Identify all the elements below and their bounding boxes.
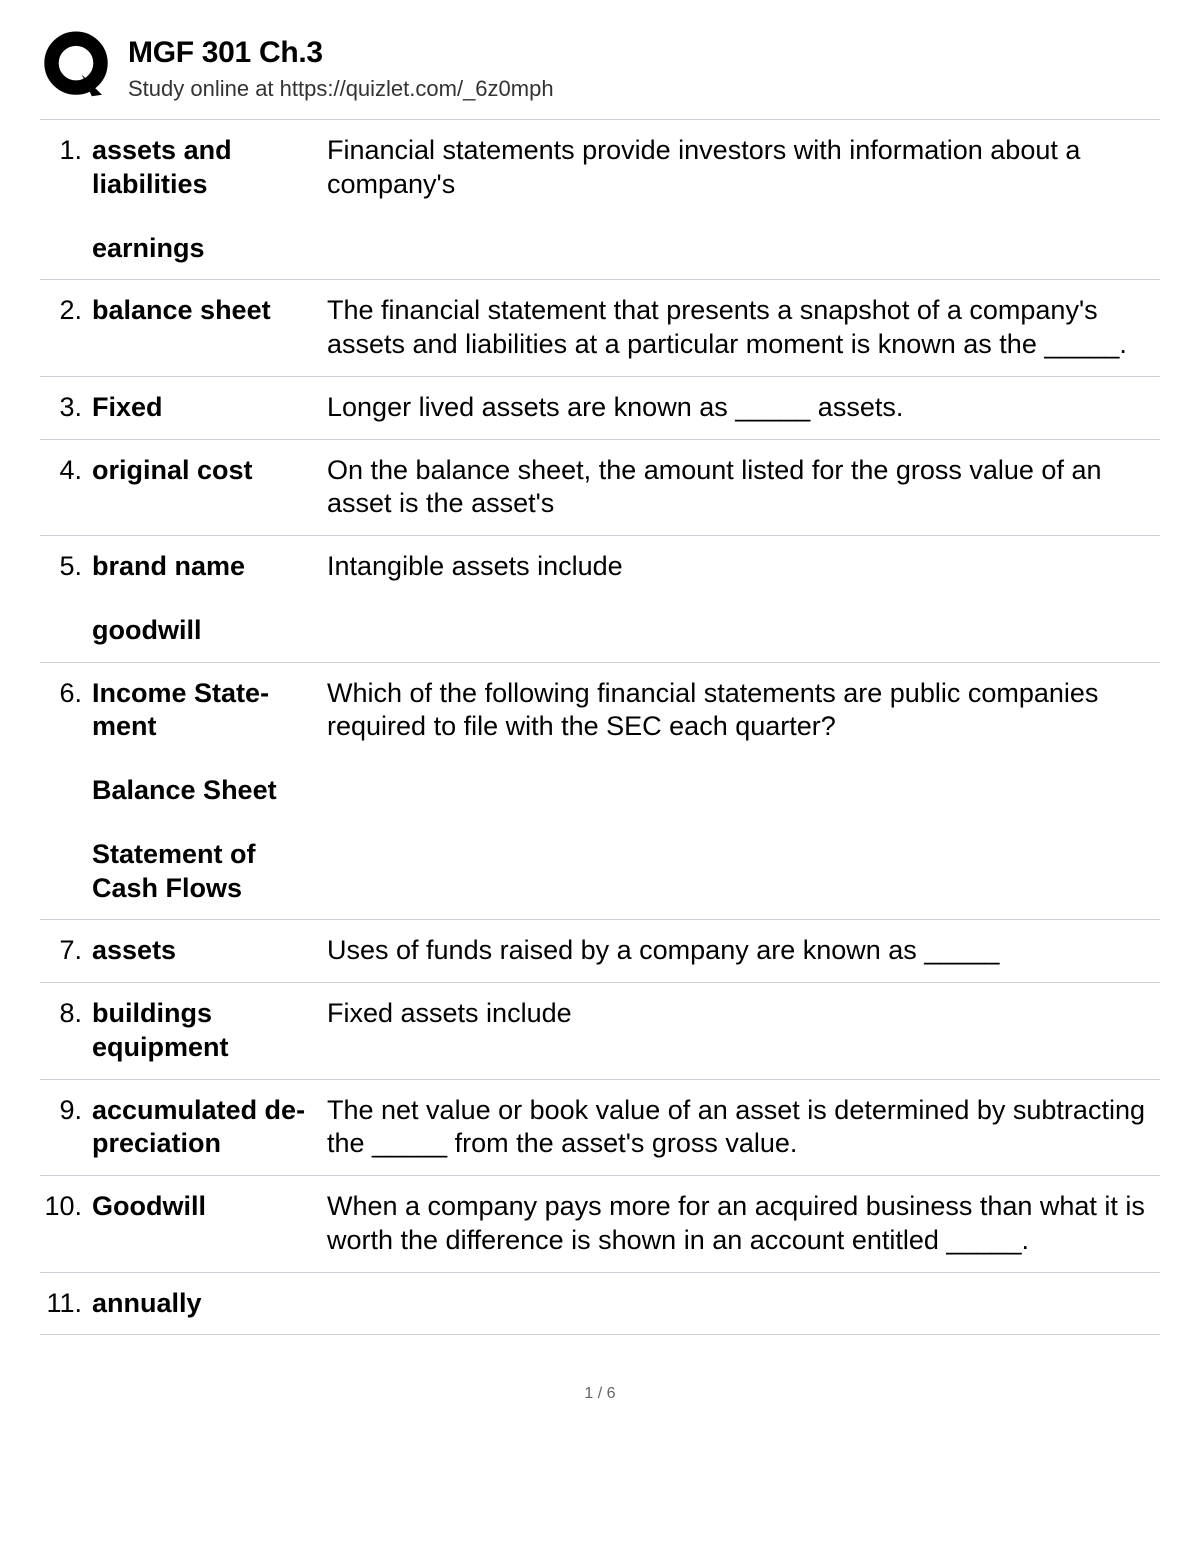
term-number: 9. xyxy=(40,1094,92,1128)
term-row: 8.buildings equipmentFixed assets includ… xyxy=(40,983,1160,1080)
definition-text: Longer lived assets are known as _____ a… xyxy=(327,391,1160,425)
page-footer: 1 / 6 xyxy=(40,1335,1160,1403)
definition-text: The net value or book value of an asset … xyxy=(327,1094,1160,1162)
page-title: MGF 301 Ch.3 xyxy=(128,36,554,70)
term-row: 1.assets and liabili­tiesearningsFinanci… xyxy=(40,120,1160,280)
definition-text: Which of the following financial stateme… xyxy=(327,677,1160,745)
term-text: Income State­mentBalance SheetStatement … xyxy=(92,677,327,906)
study-url: Study online at https://quizlet.com/_6z0… xyxy=(128,76,554,102)
definition-text: When a company pays more for an acquired… xyxy=(327,1190,1160,1258)
term-number: 6. xyxy=(40,677,92,711)
term-row: 2.balance sheetThe financial statement t… xyxy=(40,280,1160,377)
term-extra: goodwill xyxy=(92,614,315,648)
definition-text: Fixed assets include xyxy=(327,997,1160,1031)
term-text: buildings equipment xyxy=(92,997,327,1065)
term-number: 2. xyxy=(40,294,92,328)
term-extra: Statement of Cash Flows xyxy=(92,838,315,906)
term-number: 4. xyxy=(40,454,92,488)
term-row: 5.brand namegoodwillIntangible assets in… xyxy=(40,536,1160,663)
term-number: 1. xyxy=(40,134,92,168)
term-text: Goodwill xyxy=(92,1190,327,1224)
term-row: 7.assetsUses of funds raised by a compan… xyxy=(40,920,1160,983)
page-container: MGF 301 Ch.3 Study online at https://qui… xyxy=(0,0,1200,1423)
term-extra: Balance Sheet xyxy=(92,774,315,808)
definition-text: Financial statements provide investors w… xyxy=(327,134,1160,202)
term-number: 8. xyxy=(40,997,92,1031)
term-row: 3.FixedLonger lived assets are known as … xyxy=(40,377,1160,440)
term-row: 11.annually xyxy=(40,1273,1160,1336)
header-text: MGF 301 Ch.3 Study online at https://qui… xyxy=(128,30,554,102)
term-row: 6.Income State­mentBalance SheetStatemen… xyxy=(40,663,1160,921)
term-row: 10.GoodwillWhen a company pays more for … xyxy=(40,1176,1160,1273)
quizlet-logo-icon xyxy=(40,30,112,107)
term-text: accumulated de­preciation xyxy=(92,1094,327,1162)
term-number: 7. xyxy=(40,934,92,968)
term-text: assets xyxy=(92,934,327,968)
term-text: original cost xyxy=(92,454,327,488)
term-text: annually xyxy=(92,1287,327,1321)
definition-text: Intangible assets include xyxy=(327,550,1160,584)
header: MGF 301 Ch.3 Study online at https://qui… xyxy=(40,30,1160,120)
definition-text: The financial statement that presents a … xyxy=(327,294,1160,362)
term-list: 1.assets and liabili­tiesearningsFinanci… xyxy=(40,120,1160,1335)
term-text: assets and liabili­tiesearnings xyxy=(92,134,327,265)
definition-text: Uses of funds raised by a company are kn… xyxy=(327,934,1160,968)
term-row: 9.accumulated de­preciationThe net value… xyxy=(40,1080,1160,1177)
term-row: 4.original costOn the balance sheet, the… xyxy=(40,440,1160,537)
term-extra: earnings xyxy=(92,232,315,266)
term-number: 10. xyxy=(40,1190,92,1224)
term-number: 5. xyxy=(40,550,92,584)
term-number: 3. xyxy=(40,391,92,425)
page-indicator: 1 / 6 xyxy=(584,1385,615,1402)
definition-text: On the balance sheet, the amount listed … xyxy=(327,454,1160,522)
term-text: brand namegoodwill xyxy=(92,550,327,648)
term-text: balance sheet xyxy=(92,294,327,328)
term-text: Fixed xyxy=(92,391,327,425)
term-number: 11. xyxy=(40,1287,92,1321)
